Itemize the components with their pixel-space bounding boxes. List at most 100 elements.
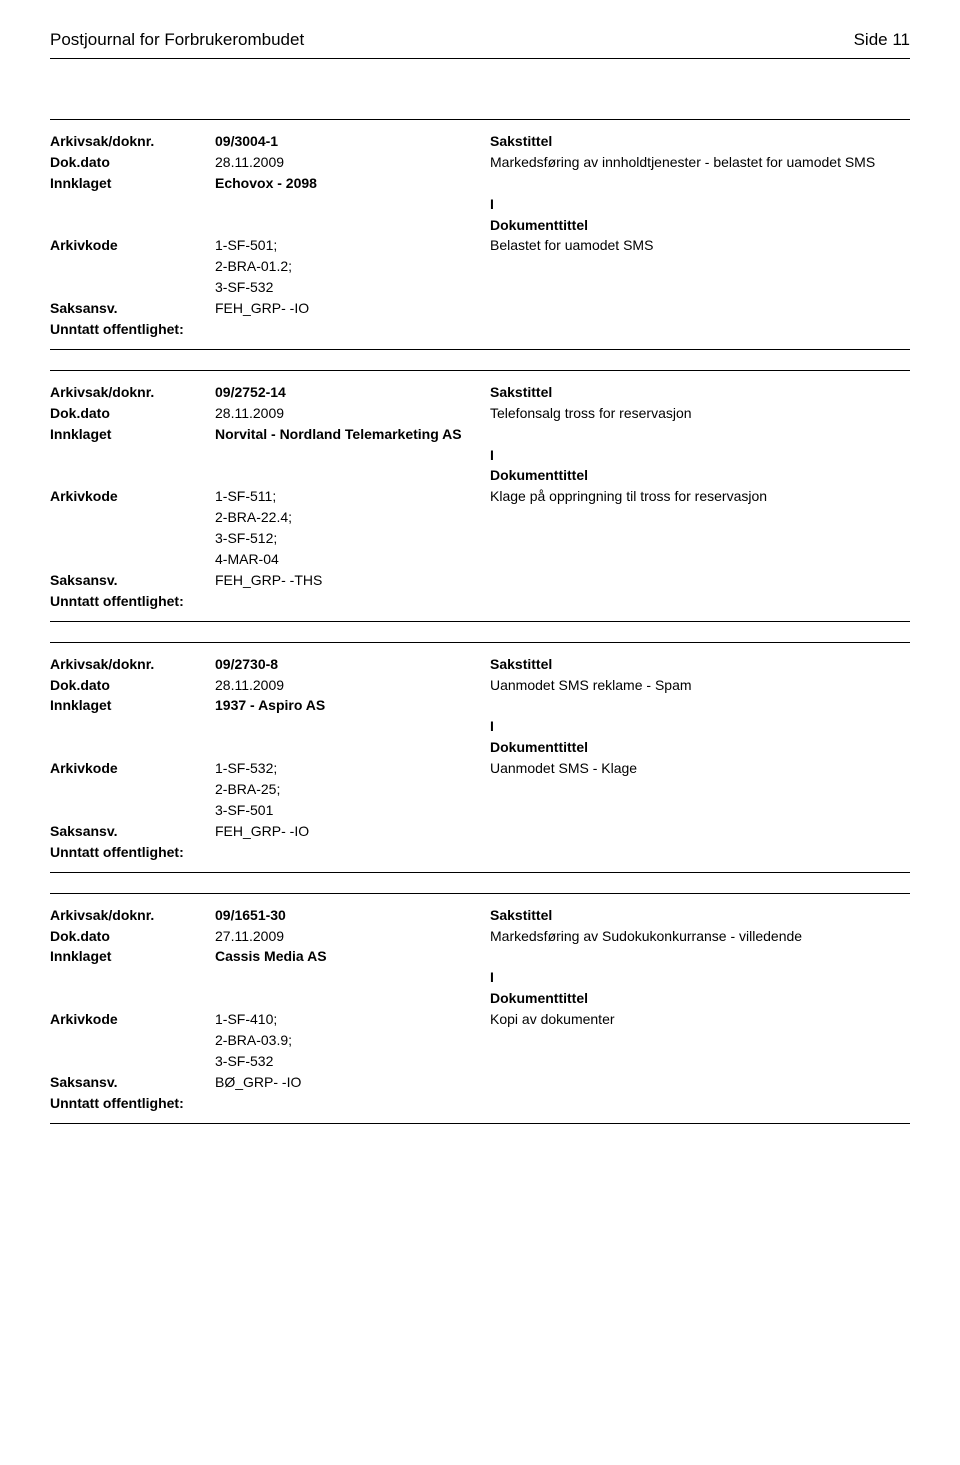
- value-dokdato: 28.11.2009: [215, 404, 490, 423]
- value-saksansv: FEH_GRP- -THS: [215, 571, 490, 590]
- label-dokdato: Dok.dato: [50, 153, 215, 172]
- label-innklaget: Innklaget: [50, 174, 215, 193]
- label-saksansv: Saksansv.: [50, 299, 215, 318]
- label-unntatt: Unntatt offentlighet:: [50, 843, 184, 862]
- label-dokumenttittel: Dokumenttittel: [490, 989, 910, 1008]
- value-iotype: I: [490, 195, 910, 214]
- value-arkivkode: 2-BRA-01.2;: [215, 257, 490, 276]
- label-sakstittel: Sakstittel: [490, 655, 910, 674]
- row-iotype: I: [50, 446, 910, 465]
- row-dokdato: Dok.dato28.11.2009Telefonsalg tross for …: [50, 404, 910, 423]
- value-dokumenttittel: Klage på oppringning til tross for reser…: [490, 487, 910, 506]
- row-arkivkode-cont: 2-BRA-22.4;: [50, 508, 910, 527]
- value-arkivkode: 4-MAR-04: [215, 550, 490, 569]
- row-saksansv: Saksansv.BØ_GRP- -IO: [50, 1073, 910, 1092]
- value-dokumenttittel: Uanmodet SMS - Klage: [490, 759, 910, 778]
- record: Arkivsak/doknr.09/1651-30SakstittelDok.d…: [50, 893, 910, 1124]
- value-arkivsak: 09/1651-30: [215, 906, 490, 925]
- label-sakstittel: Sakstittel: [490, 383, 910, 402]
- value-arkivkode: 3-SF-512;: [215, 529, 490, 548]
- row-arkivsak: Arkivsak/doknr.09/3004-1Sakstittel: [50, 132, 910, 151]
- label-innklaget: Innklaget: [50, 947, 215, 966]
- label-sakstittel: Sakstittel: [490, 132, 910, 151]
- row-innklaget: InnklagetNorvital - Nordland Telemarketi…: [50, 425, 910, 444]
- value-innklaget: Norvital - Nordland Telemarketing AS: [215, 425, 490, 444]
- value-dokumenttittel: Kopi av dokumenter: [490, 1010, 910, 1029]
- row-arkivkode: Arkivkode1-SF-532;Uanmodet SMS - Klage: [50, 759, 910, 778]
- value-arkivkode: 1-SF-532;: [215, 759, 490, 778]
- label-innklaget: Innklaget: [50, 425, 215, 444]
- label-dokumenttittel: Dokumenttittel: [490, 216, 910, 235]
- value-arkivkode: 2-BRA-22.4;: [215, 508, 490, 527]
- record-rule-top: [50, 893, 910, 894]
- label-arkivkode: Arkivkode: [50, 759, 215, 778]
- value-sakstittel: Markedsføring av Sudokukonkurranse - vil…: [490, 927, 910, 946]
- label-saksansv: Saksansv.: [50, 571, 215, 590]
- label-dokumenttittel: Dokumenttittel: [490, 466, 910, 485]
- label-saksansv: Saksansv.: [50, 822, 215, 841]
- row-arkivkode-cont: 2-BRA-01.2;: [50, 257, 910, 276]
- label-sakstittel: Sakstittel: [490, 906, 910, 925]
- label-unntatt: Unntatt offentlighet:: [50, 1094, 184, 1113]
- value-saksansv: BØ_GRP- -IO: [215, 1073, 490, 1092]
- label-innklaget: Innklaget: [50, 696, 215, 715]
- record-rule-bottom: [50, 1123, 910, 1124]
- label-unntatt: Unntatt offentlighet:: [50, 320, 184, 339]
- row-arkivkode: Arkivkode1-SF-410;Kopi av dokumenter: [50, 1010, 910, 1029]
- row-unntatt: Unntatt offentlighet:: [50, 843, 910, 862]
- row-innklaget: Innklaget1937 - Aspiro AS: [50, 696, 910, 715]
- row-arkivsak: Arkivsak/doknr.09/1651-30Sakstittel: [50, 906, 910, 925]
- label-arkivsak: Arkivsak/doknr.: [50, 906, 215, 925]
- label-arkivsak: Arkivsak/doknr.: [50, 655, 215, 674]
- label-dokdato: Dok.dato: [50, 404, 215, 423]
- row-arkivkode-cont: 3-SF-532: [50, 1052, 910, 1071]
- label-dokumenttittel: Dokumenttittel: [490, 738, 910, 757]
- header-rule: [50, 58, 910, 59]
- label-arkivsak: Arkivsak/doknr.: [50, 132, 215, 151]
- record: Arkivsak/doknr.09/3004-1Sakstittel Dok.da…: [50, 119, 910, 350]
- page-container: Postjournal for Forbrukerombudet Side 11…: [0, 0, 960, 1184]
- record-rule-top: [50, 370, 910, 371]
- value-arkivsak: 09/3004-1: [215, 132, 490, 151]
- row-dokdato: Dok.dato28.11.2009Markedsføring av innho…: [50, 153, 910, 172]
- record-rule-bottom: [50, 349, 910, 350]
- value-arkivkode: 1-SF-410;: [215, 1010, 490, 1029]
- value-sakstittel: Telefonsalg tross for reservasjon: [490, 404, 910, 423]
- value-iotype: I: [490, 717, 910, 736]
- record-rule-bottom: [50, 872, 910, 873]
- row-unntatt: Unntatt offentlighet:: [50, 320, 910, 339]
- value-iotype: I: [490, 968, 910, 987]
- value-innklaget: 1937 - Aspiro AS: [215, 696, 490, 715]
- row-iotype: I: [50, 195, 910, 214]
- label-dokdato: Dok.dato: [50, 676, 215, 695]
- records-list: Arkivsak/doknr.09/3004-1SakstittelDok.da…: [50, 119, 910, 1124]
- value-arkivkode: 1-SF-511;: [215, 487, 490, 506]
- value-dokumenttittel: Belastet for uamodet SMS: [490, 236, 910, 255]
- value-arkivkode: 3-SF-532: [215, 1052, 490, 1071]
- record-rule-bottom: [50, 621, 910, 622]
- record: Arkivsak/doknr.09/2730-8SakstittelDok.da…: [50, 642, 910, 873]
- row-iotype: I: [50, 717, 910, 736]
- record-rule-top: [50, 119, 910, 120]
- row-doktittel-label: Dokumenttittel: [50, 738, 910, 757]
- record-rule-top: [50, 642, 910, 643]
- label-unntatt: Unntatt offentlighet:: [50, 592, 184, 611]
- row-arkivkode-cont: 4-MAR-04: [50, 550, 910, 569]
- value-arkivsak: 09/2752-14: [215, 383, 490, 402]
- header-page-number: Side 11: [854, 30, 910, 50]
- value-dokdato: 28.11.2009: [215, 676, 490, 695]
- row-saksansv: Saksansv.FEH_GRP- -IO: [50, 822, 910, 841]
- value-iotype: I: [490, 446, 910, 465]
- value-sakstittel: Uanmodet SMS reklame - Spam: [490, 676, 910, 695]
- row-doktittel-label: Dokumenttittel: [50, 989, 910, 1008]
- row-doktittel-label: Dokumenttittel: [50, 216, 910, 235]
- value-dokdato: 28.11.2009: [215, 153, 490, 172]
- value-arkivkode: 3-SF-532: [215, 278, 490, 297]
- value-arkivkode: 3-SF-501: [215, 801, 490, 820]
- row-dokdato: Dok.dato28.11.2009Uanmodet SMS reklame -…: [50, 676, 910, 695]
- row-arkivkode-cont: 2-BRA-03.9;: [50, 1031, 910, 1050]
- row-arkivkode: Arkivkode1-SF-511;Klage på oppringning t…: [50, 487, 910, 506]
- value-sakstittel: Markedsføring av innholdtjenester - bela…: [490, 153, 910, 172]
- value-saksansv: FEH_GRP- -IO: [215, 822, 490, 841]
- label-arkivsak: Arkivsak/doknr.: [50, 383, 215, 402]
